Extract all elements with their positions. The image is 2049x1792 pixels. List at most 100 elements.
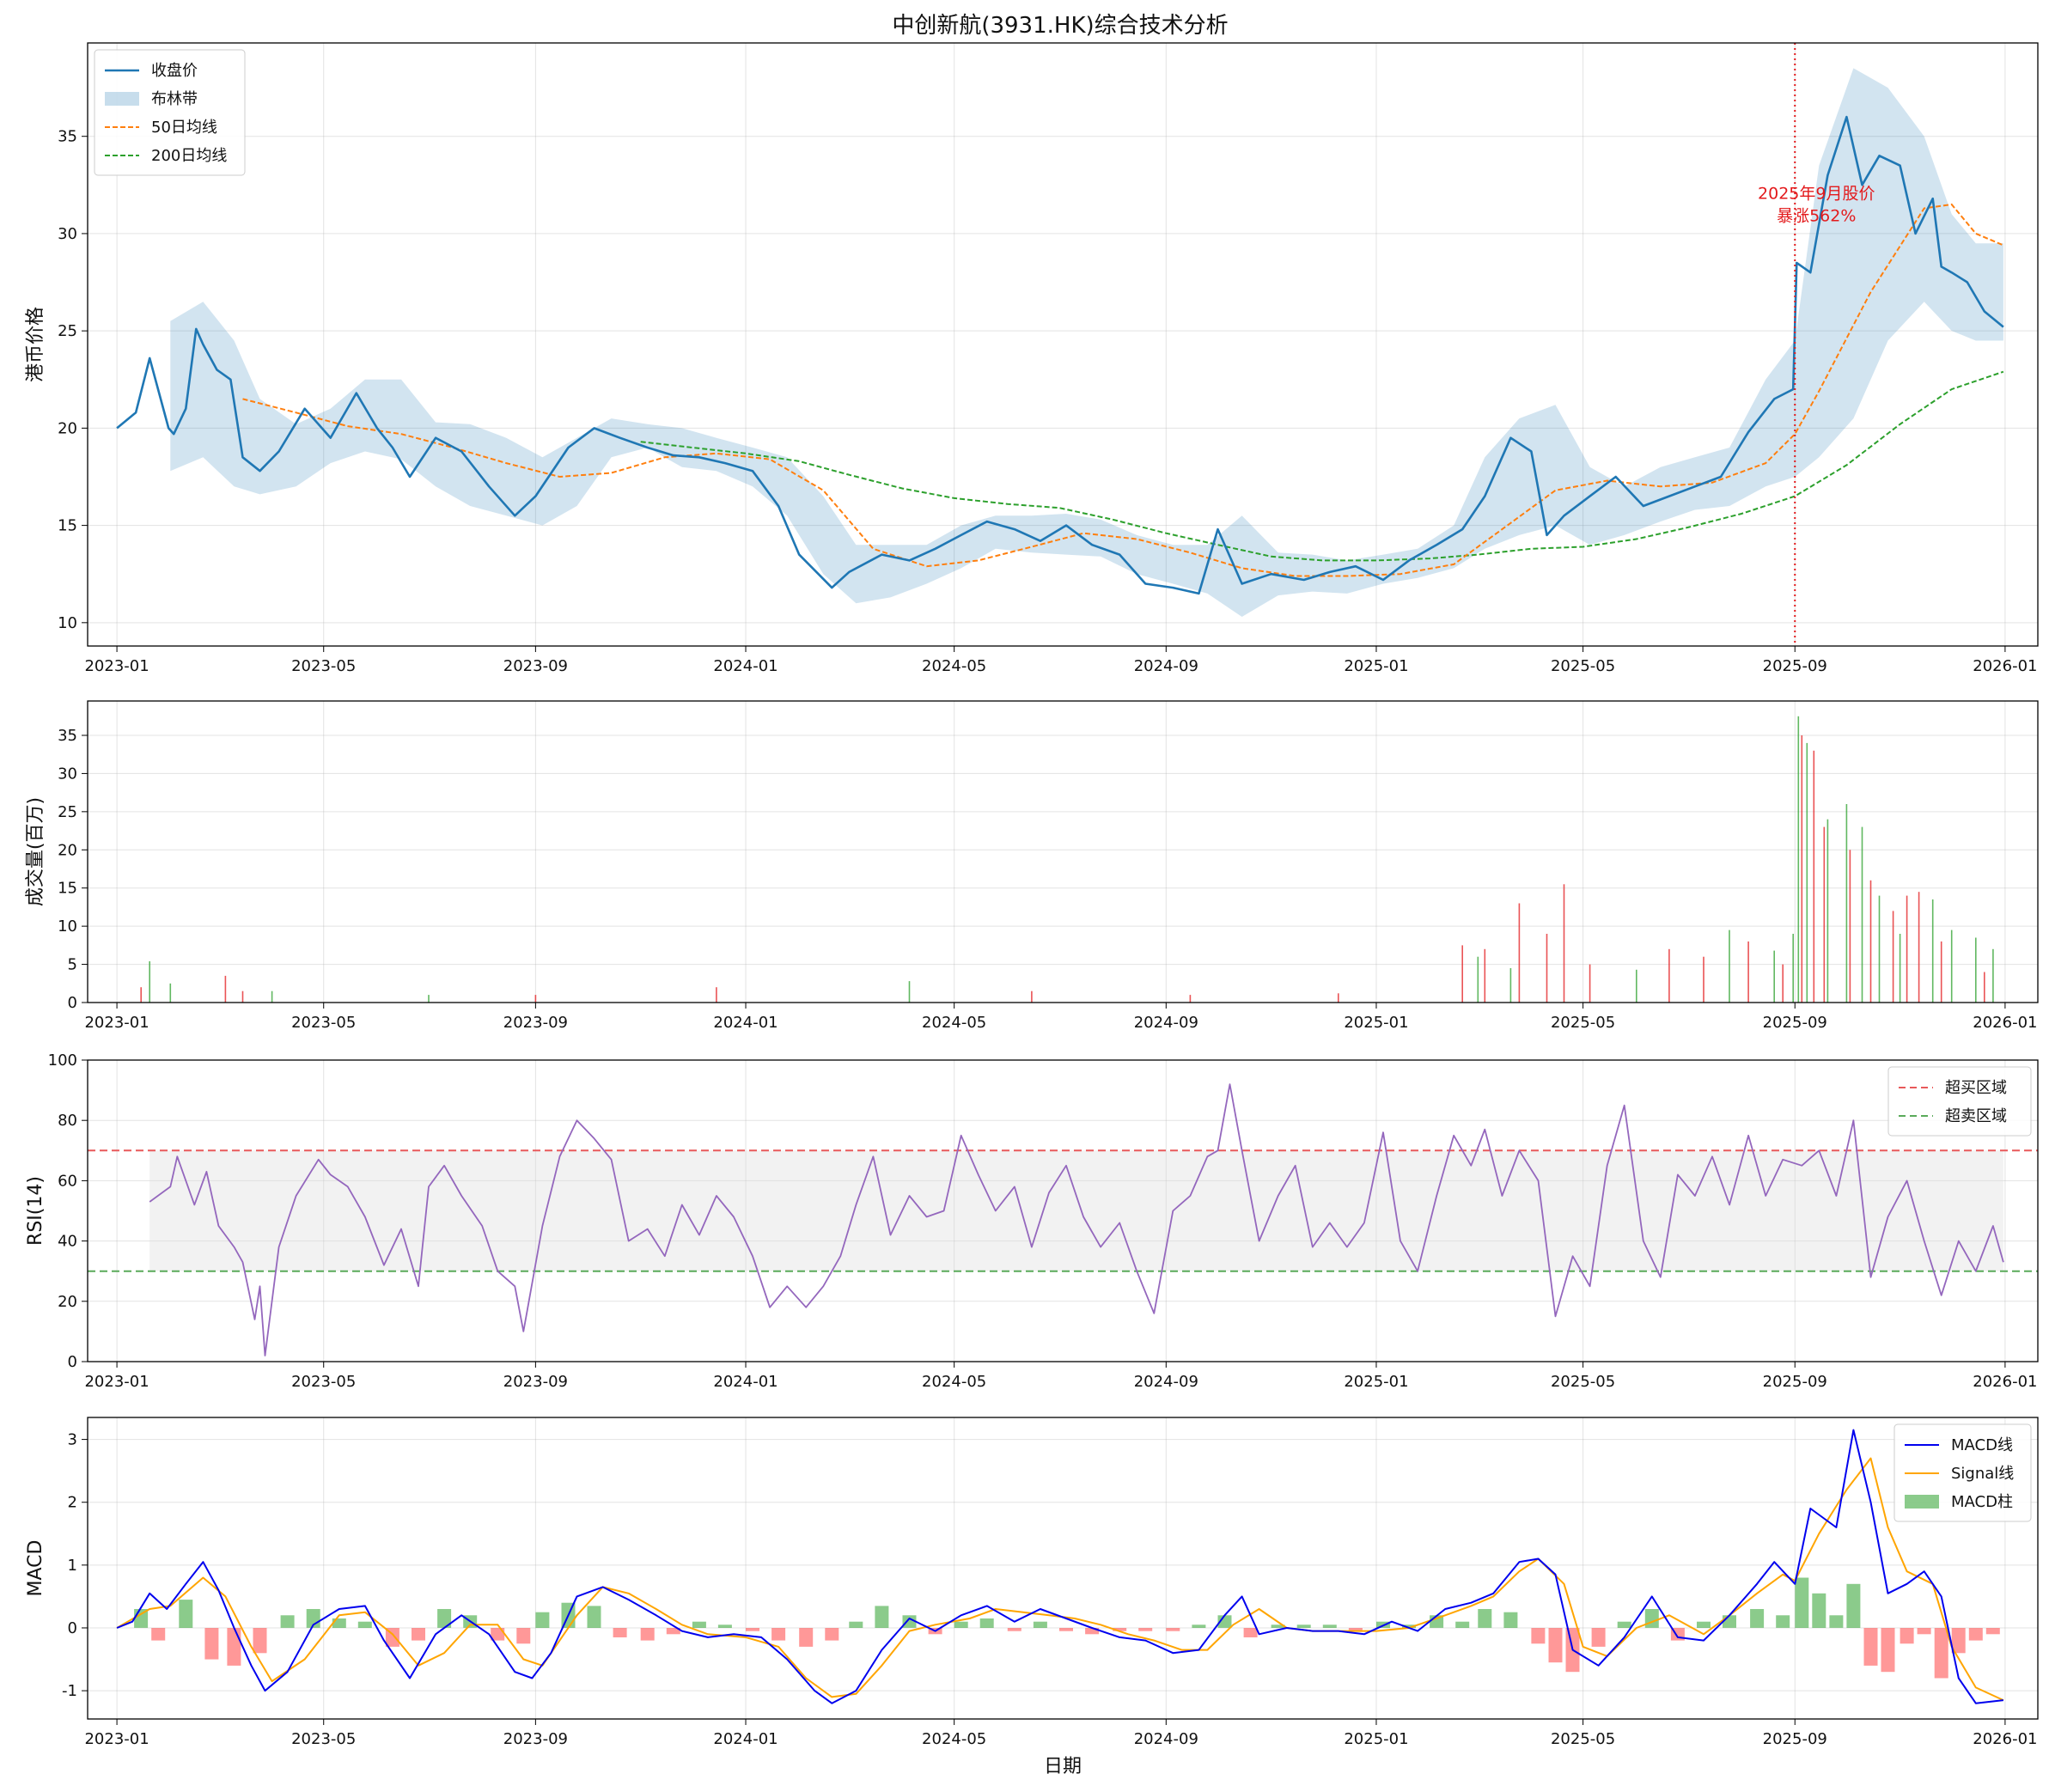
- volume-bar-up: [1792, 934, 1794, 1003]
- volume-bar-down: [1668, 948, 1670, 1003]
- volume-ytick-label: 10: [58, 917, 77, 936]
- volume-bar-down: [1338, 993, 1339, 1003]
- volume-xtick-label: 2026-01: [1973, 1014, 2037, 1032]
- macd-legend-label: MACD线: [1951, 1436, 2013, 1454]
- price-ytick-label: 20: [58, 419, 77, 437]
- rsi-xtick-label: 2024-01: [713, 1373, 778, 1391]
- macd-histogram-bar: [1795, 1577, 1809, 1628]
- volume-ytick-label: 15: [58, 880, 77, 898]
- volume-bar-up: [1636, 969, 1637, 1003]
- macd-histogram-bar: [954, 1621, 968, 1628]
- macd-histogram-bar: [1548, 1628, 1563, 1663]
- volume-ytick-label: 35: [58, 727, 77, 745]
- macd-histogram-bar: [825, 1628, 839, 1641]
- volume-bar-up: [1729, 930, 1730, 1003]
- macd-histogram-bar: [151, 1628, 166, 1641]
- rsi-ytick-label: 80: [58, 1112, 77, 1130]
- macd-histogram-bar: [332, 1618, 346, 1628]
- macd-histogram-bar: [1985, 1628, 2000, 1635]
- macd-histogram-bar: [1917, 1628, 1931, 1635]
- macd-ytick-label: -1: [62, 1682, 77, 1700]
- volume-xtick-label: 2024-09: [1134, 1014, 1198, 1032]
- rsi-panel: 0 20 40 60 80 100 2023-01 2023-05 2023-09 2024-01…: [25, 1051, 2039, 1391]
- volume-ytick-label: 0: [68, 994, 77, 1012]
- volume-axes-frame: [87, 700, 2039, 1003]
- volume-bar-down: [1892, 911, 1894, 1003]
- macd-histogram-bar: [1007, 1628, 1021, 1631]
- rsi-xtick-label: 2025-09: [1763, 1373, 1827, 1391]
- macd-histogram-bar: [1113, 1628, 1127, 1631]
- rsi-ytick-label: 0: [68, 1353, 77, 1371]
- price-y-axis-label: 港币价格: [25, 307, 46, 382]
- volume-bar-down: [716, 987, 717, 1003]
- macd-histogram-bar: [1846, 1583, 1861, 1628]
- macd-x-axis-label: 日期: [1044, 1756, 1082, 1777]
- rsi-xtick-label: 2024-09: [1134, 1373, 1198, 1391]
- macd-histogram-bar: [1934, 1628, 1948, 1679]
- macd-histogram-bar: [1138, 1628, 1153, 1631]
- price-legend: [94, 49, 246, 176]
- volume-bar-down: [1563, 884, 1565, 1003]
- macd-xtick-label: 2025-01: [1344, 1730, 1408, 1748]
- price-xtick-label: 2024-05: [922, 657, 986, 675]
- volume-bar-down: [534, 995, 537, 1003]
- volume-bar-down: [1461, 945, 1463, 1003]
- macd-histogram-bar: [666, 1628, 680, 1635]
- macd-histogram-bar: [1243, 1628, 1258, 1637]
- rsi-line: [149, 1083, 2004, 1356]
- macd-histogram-bar: [771, 1628, 786, 1641]
- volume-bar-up: [271, 990, 273, 1003]
- volume-bar-up: [1975, 937, 1977, 1003]
- rsi-legend-label: 超买区域: [1945, 1079, 2007, 1097]
- macd-histogram-bar: [1085, 1628, 1100, 1635]
- volume-ytick-label: 30: [58, 765, 77, 783]
- price-legend-swatch: [105, 92, 139, 106]
- volume-bar-down: [1801, 735, 1803, 1003]
- price-xtick-label: 2024-09: [1134, 657, 1198, 675]
- macd-histogram-bar: [799, 1628, 814, 1647]
- macd-histogram-bar: [516, 1628, 531, 1644]
- macd-histogram-bar: [1644, 1609, 1659, 1628]
- macd-xtick-label: 2025-09: [1763, 1730, 1827, 1748]
- macd-panel: -1 0 1 2 3 2023-01 2023-05 2023-09 2024-01 2024-0…: [25, 1417, 2039, 1777]
- macd-histogram-bar: [692, 1621, 706, 1628]
- price-ytick-label: 10: [58, 614, 77, 632]
- volume-bar-down: [1918, 892, 1920, 1003]
- price-xtick-label: 2026-01: [1973, 657, 2037, 675]
- macd-histogram-bar: [253, 1628, 267, 1654]
- rsi-y-axis-label: RSI(14): [25, 1176, 46, 1246]
- rsi-xtick-label: 2023-05: [291, 1373, 356, 1391]
- macd-histogram-bar: [280, 1615, 295, 1628]
- volume-panel: 0 5 10 15 20 25 30 35 2023-01 2023-05 2023-09 2024-…: [25, 700, 2039, 1032]
- macd-legend-label: MACD柱: [1951, 1493, 2013, 1511]
- macd-xtick-label: 2024-05: [922, 1730, 986, 1748]
- price-xtick-label: 2025-01: [1344, 657, 1408, 675]
- price-ytick-label: 35: [58, 128, 77, 146]
- macd-ytick-label: 2: [68, 1494, 77, 1512]
- volume-ytick-label: 20: [58, 841, 77, 859]
- macd-xtick-label: 2024-01: [713, 1730, 778, 1748]
- macd-histogram-bar: [535, 1612, 550, 1628]
- volume-xtick-label: 2023-05: [291, 1014, 356, 1032]
- volume-bar-down: [1484, 948, 1486, 1003]
- macd-histogram-bar: [179, 1600, 193, 1628]
- macd-signal-line: [116, 1457, 2004, 1702]
- macd-histogram-bar: [1059, 1628, 1073, 1631]
- rsi-ytick-label: 40: [58, 1233, 77, 1251]
- price-xtick-label: 2025-09: [1763, 657, 1827, 675]
- macd-histogram-bar: [1776, 1615, 1790, 1628]
- volume-xtick-label: 2025-05: [1551, 1014, 1615, 1032]
- price-legend-label: 收盘价: [151, 62, 198, 80]
- volume-bar-down: [224, 975, 227, 1003]
- macd-histogram-bar: [979, 1618, 994, 1628]
- macd-legend-label: Signal线: [1951, 1465, 2014, 1483]
- macd-histogram-bar: [1812, 1593, 1826, 1628]
- rsi-xtick-label: 2024-05: [922, 1373, 986, 1391]
- rsi-ytick-label: 60: [58, 1172, 77, 1190]
- macd-xtick-label: 2023-09: [503, 1730, 568, 1748]
- rsi-legend: [1887, 1066, 2032, 1137]
- macd-legend-swatch: [1905, 1495, 1939, 1509]
- volume-bar-down: [1747, 941, 1749, 1003]
